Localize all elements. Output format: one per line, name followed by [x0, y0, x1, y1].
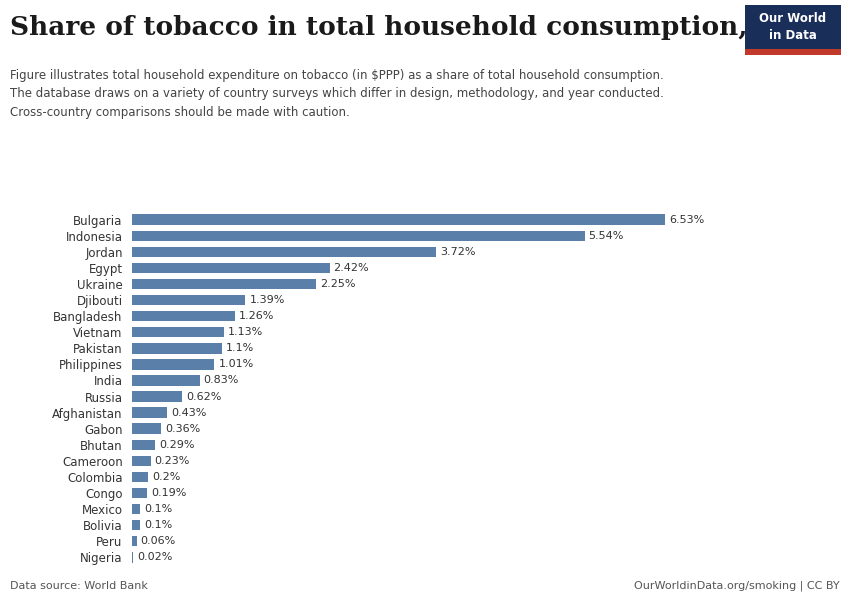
Text: 0.62%: 0.62% [186, 392, 222, 401]
Bar [132, 391, 183, 402]
Text: 1.39%: 1.39% [249, 295, 285, 305]
Text: 0.23%: 0.23% [155, 456, 190, 466]
Bar [132, 440, 156, 450]
Text: 1.1%: 1.1% [226, 343, 254, 353]
Text: Figure illustrates total household expenditure on tobacco (in $PPP) as a share o: Figure illustrates total household expen… [10, 69, 664, 119]
Bar [132, 472, 148, 482]
Bar [132, 488, 147, 498]
Bar [132, 455, 150, 466]
Bar [132, 230, 585, 241]
Bar [132, 407, 167, 418]
Text: 3.72%: 3.72% [440, 247, 475, 257]
Bar [132, 327, 224, 337]
Bar [132, 247, 436, 257]
Bar [132, 375, 200, 386]
Text: 2.25%: 2.25% [320, 279, 355, 289]
Bar [132, 536, 137, 547]
Text: OurWorldinData.org/smoking | CC BY: OurWorldinData.org/smoking | CC BY [634, 581, 840, 592]
Bar [132, 343, 222, 353]
Bar [132, 311, 235, 322]
Text: 0.19%: 0.19% [151, 488, 187, 498]
Text: 1.26%: 1.26% [239, 311, 275, 321]
Text: Share of tobacco in total household consumption, 2010: Share of tobacco in total household cons… [10, 15, 830, 40]
Text: 0.1%: 0.1% [144, 520, 173, 530]
Text: 0.02%: 0.02% [138, 553, 173, 562]
Bar [132, 214, 666, 225]
Text: 1.13%: 1.13% [228, 327, 264, 337]
Text: 0.2%: 0.2% [152, 472, 180, 482]
Bar [132, 263, 330, 273]
Bar [132, 279, 315, 289]
Text: 0.1%: 0.1% [144, 504, 173, 514]
Bar [132, 504, 140, 514]
Bar [132, 424, 162, 434]
Text: 0.36%: 0.36% [165, 424, 201, 434]
Text: 2.42%: 2.42% [333, 263, 369, 273]
Text: Data source: World Bank: Data source: World Bank [10, 581, 148, 591]
Text: 0.43%: 0.43% [171, 407, 207, 418]
Bar [132, 295, 246, 305]
Text: 6.53%: 6.53% [670, 215, 705, 224]
Text: 5.54%: 5.54% [588, 231, 624, 241]
Bar [132, 359, 214, 370]
Text: Our World
in Data: Our World in Data [760, 12, 826, 42]
Text: 1.01%: 1.01% [218, 359, 253, 370]
Bar [132, 552, 133, 563]
Text: 0.29%: 0.29% [160, 440, 195, 450]
Text: 0.06%: 0.06% [141, 536, 176, 546]
Bar [132, 520, 140, 530]
Text: 0.83%: 0.83% [204, 376, 239, 385]
